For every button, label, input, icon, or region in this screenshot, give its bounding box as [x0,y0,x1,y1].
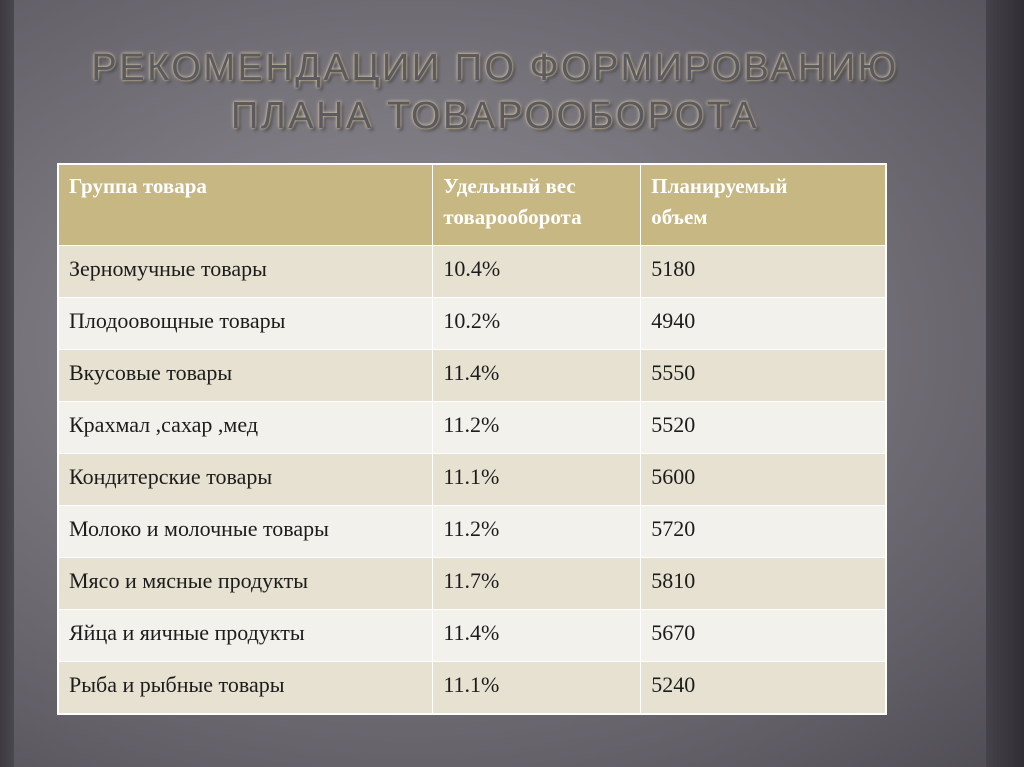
slide-title-line-1: РЕКОМЕНДАЦИИ ПО ФОРМИРОВАНИЮ [91,47,899,89]
table-row: Вкусовые товары 11.4% 5550 [57,349,886,402]
cell-share: 11.4% [432,349,642,402]
cell-volume: 5180 [640,245,886,298]
cell-product-group: Вкусовые товары [57,349,434,402]
cell-volume: 5550 [640,349,886,402]
cell-volume: 5520 [640,401,886,454]
header-share-of-turnover: Удельный вес товарооборота [432,164,642,246]
table-row: Рыба и рыбные товары 11.1% 5240 [57,661,886,714]
header-volume-line-1: Планируемый [651,174,788,198]
cell-product-group: Зерномучные товары [57,245,434,298]
cell-product-group: Кондитерские товары [57,453,434,506]
cell-share: 11.1% [432,453,642,506]
table-row: Зерномучные товары 10.4% 5180 [57,245,886,298]
cell-share: 11.4% [432,609,642,662]
slide-title-line-2: ПЛАНА ТОВАРООБОРОТА [231,95,759,137]
turnover-plan-table: Группа товара Удельный вес товарооборота… [57,164,886,714]
cell-share: 11.2% [432,401,642,454]
right-decorative-bar [986,0,1024,767]
table-header-row: Группа товара Удельный вес товарооборота… [57,164,886,246]
cell-share: 10.4% [432,245,642,298]
cell-share: 10.2% [432,297,642,350]
slide-title: РЕКОМЕНДАЦИИ ПО ФОРМИРОВАНИЮ ПЛАНА ТОВАР… [60,44,930,140]
cell-product-group: Мясо и мясные продукты [57,557,434,610]
table-row: Молоко и молочные товары 11.2% 5720 [57,505,886,558]
table-row: Мясо и мясные продукты 11.7% 5810 [57,557,886,610]
header-product-group: Группа товара [57,164,434,246]
cell-share: 11.7% [432,557,642,610]
header-planned-volume: Планируемый объем [640,164,886,246]
header-product-group-line-1: Группа товара [69,174,207,198]
table-row: Крахмал ,сахар ,мед 11.2% 5520 [57,401,886,454]
table-row: Плодоовощные товары 10.2% 4940 [57,297,886,350]
cell-volume: 5600 [640,453,886,506]
cell-product-group: Яйца и яичные продукты [57,609,434,662]
header-share-line-1: Удельный вес [443,174,576,198]
header-share-line-2: товарооборота [443,205,582,229]
table-row: Яйца и яичные продукты 11.4% 5670 [57,609,886,662]
cell-volume: 4940 [640,297,886,350]
left-decorative-bar [0,0,14,767]
cell-product-group: Рыба и рыбные товары [57,661,434,714]
cell-volume: 5240 [640,661,886,714]
header-volume-line-2: объем [651,205,708,229]
cell-product-group: Крахмал ,сахар ,мед [57,401,434,454]
cell-product-group: Плодоовощные товары [57,297,434,350]
cell-volume: 5810 [640,557,886,610]
cell-product-group: Молоко и молочные товары [57,505,434,558]
cell-share: 11.2% [432,505,642,558]
cell-volume: 5720 [640,505,886,558]
cell-share: 11.1% [432,661,642,714]
cell-volume: 5670 [640,609,886,662]
table-row: Кондитерские товары 11.1% 5600 [57,453,886,506]
